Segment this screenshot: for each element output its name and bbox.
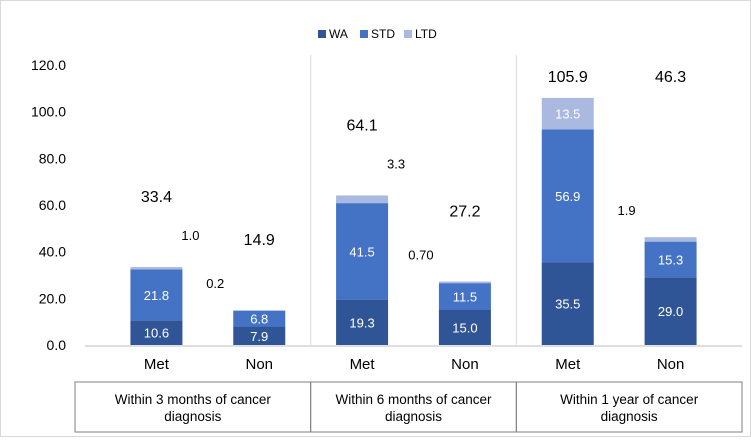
y-tick-label: 0.0: [47, 337, 67, 353]
total-label: 33.4: [141, 189, 172, 206]
total-label: 14.9: [244, 232, 275, 249]
data-label-std: 56.9: [555, 189, 580, 204]
group-label-line: Within 1 year of cancer: [560, 392, 699, 407]
total-label: 64.1: [347, 117, 378, 134]
data-label-std: 15.3: [658, 252, 683, 267]
bar-segment-wa: [644, 277, 697, 345]
x-category-label: Non: [657, 356, 685, 373]
group-label-line: diagnosis: [164, 409, 221, 424]
data-label-wa: 29.0: [658, 304, 683, 319]
data-label-std: 41.5: [349, 245, 374, 260]
group-dividers: [310, 55, 517, 345]
data-labels: 10.6 21.8 1.0 33.4 7.9 6.8 0.2 14.9 19.3 41.5 3.3 6…: [141, 69, 686, 344]
bar-segment-ltd: [130, 267, 183, 270]
group-label-line: Within 6 months of cancer: [335, 392, 492, 407]
bar-segment-ltd: [438, 281, 491, 284]
data-label-std: 21.8: [144, 288, 169, 303]
bar-segment-wa: [233, 326, 286, 345]
legend-swatch-ltd: [404, 30, 412, 38]
total-label: 105.9: [548, 69, 588, 86]
y-tick-label: 80.0: [39, 150, 66, 166]
data-label-wa: 35.5: [555, 297, 580, 312]
x-category-label: Met: [555, 356, 581, 373]
legend: WA STD LTD: [318, 27, 437, 41]
y-tick-label: 120.0: [31, 57, 66, 73]
bar-segment-std: [541, 129, 594, 263]
x-category-label: Met: [350, 356, 376, 373]
data-label-ltd: 0.70: [408, 248, 433, 263]
bar-segment-ltd: [541, 97, 594, 130]
y-tick-label: 60.0: [39, 197, 66, 213]
bar-segment-ltd: [233, 310, 286, 311]
y-tick-label: 20.0: [39, 290, 66, 306]
data-label-ltd: 1.9: [618, 203, 636, 218]
data-label-wa: 19.3: [349, 315, 374, 330]
data-label-ltd: 1.0: [181, 228, 199, 243]
y-tick-label: 40.0: [39, 244, 66, 260]
legend-swatch-wa: [318, 30, 326, 38]
data-label-wa: 10.6: [144, 326, 169, 341]
bar-segment-wa: [541, 262, 594, 345]
data-label-ltd: 3.3: [387, 156, 405, 171]
group-label-line: Within 3 months of cancer: [115, 392, 272, 407]
bar-segment-ltd: [336, 195, 389, 204]
total-label: 46.3: [655, 69, 686, 86]
x-category-label: Non: [245, 356, 273, 373]
group-label-line: diagnosis: [601, 409, 658, 424]
legend-label-wa: WA: [329, 27, 348, 41]
x-axis: Met Non Met Non Met Non: [85, 345, 742, 373]
group-label-boxes: Within 3 months of cancer diagnosis Within…: [74, 381, 743, 433]
data-label-ltd: 0.2: [206, 276, 224, 291]
bar-segment-ltd: [644, 237, 697, 242]
total-label: 27.2: [449, 204, 480, 221]
bar-segment-std: [233, 310, 286, 327]
data-label-wa: 15.0: [452, 321, 477, 336]
bar-segment-wa: [336, 299, 389, 345]
bars: [130, 97, 697, 345]
data-label-wa: 7.9: [250, 329, 268, 344]
data-label-std: 11.5: [453, 290, 477, 305]
data-label-ltd: 13.5: [555, 107, 580, 122]
group-box: [515, 381, 743, 433]
legend-swatch-std: [360, 30, 368, 38]
y-tick-label: 100.0: [31, 104, 66, 120]
x-category-label: Non: [451, 356, 479, 373]
legend-label-ltd: LTD: [415, 27, 437, 41]
bar-segment-std: [336, 203, 389, 300]
bar-segment-wa: [438, 310, 491, 345]
group-label-line: diagnosis: [385, 409, 442, 424]
bar-segment-std: [438, 283, 491, 310]
bar-segment-std: [130, 269, 183, 321]
x-category-label: Met: [144, 356, 170, 373]
legend-label-std: STD: [371, 27, 395, 41]
y-axis: 0.0 20.0 40.0 60.0 80.0 100.0 120.0: [31, 57, 66, 353]
data-label-std: 6.8: [250, 312, 268, 327]
bar-segment-wa: [130, 320, 183, 345]
bar-segment-std: [644, 241, 697, 278]
